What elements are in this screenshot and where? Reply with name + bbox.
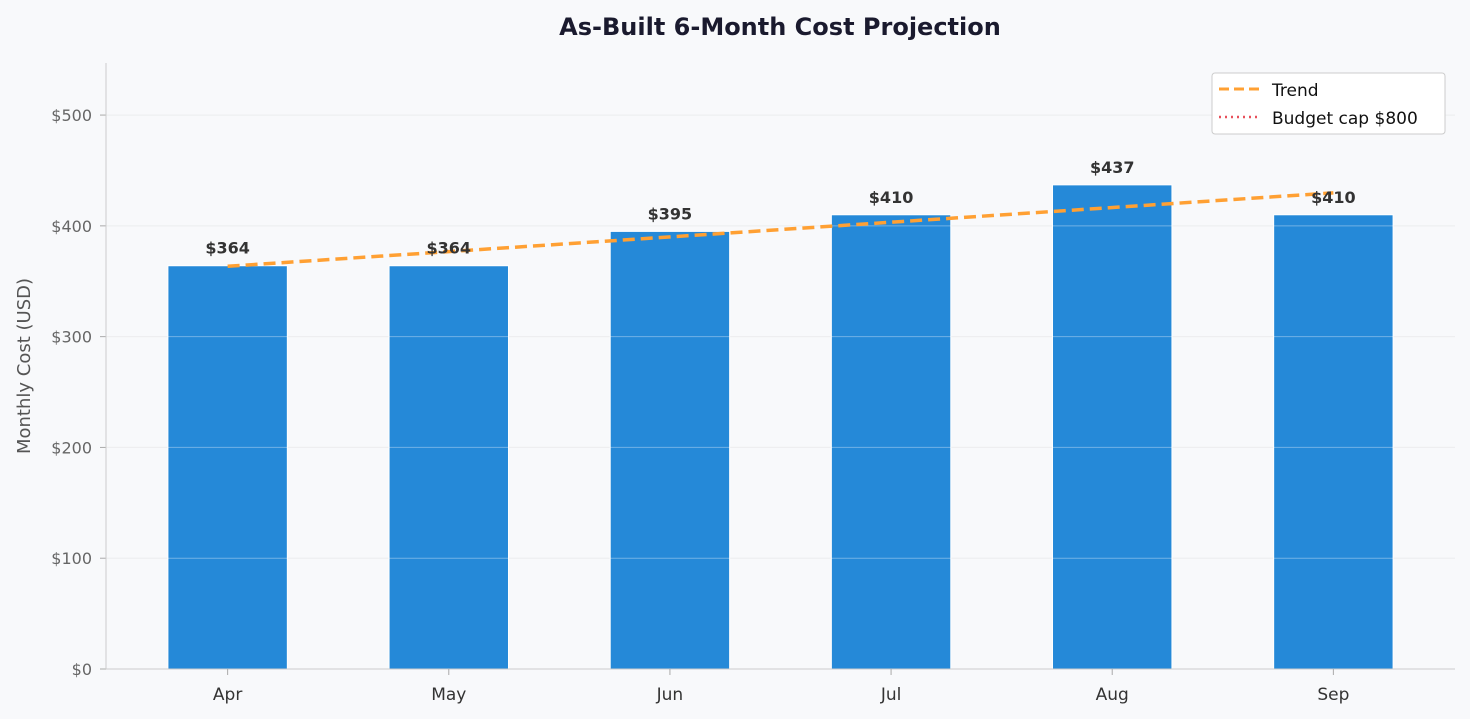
y-tick-label: $0 — [72, 660, 92, 679]
x-tick-label: May — [431, 685, 466, 705]
bar-sep — [1273, 214, 1394, 670]
legend-trend-label: Trend — [1271, 81, 1319, 101]
data-label: $364 — [205, 239, 250, 258]
x-tick-label: Jul — [880, 685, 902, 705]
bar-jun — [609, 230, 731, 670]
chart-title: As-Built 6-Month Cost Projection — [559, 13, 1001, 41]
y-tick-label: $500 — [51, 106, 92, 125]
x-tick-label: Jun — [656, 685, 684, 705]
legend-budget-label: Budget cap $800 — [1272, 109, 1418, 129]
data-label: $437 — [1090, 158, 1135, 177]
data-label: $410 — [869, 188, 914, 207]
data-label: $364 — [427, 239, 472, 258]
legend: Trend Budget cap $800 — [1211, 72, 1446, 135]
y-tick-label: $100 — [51, 549, 92, 568]
bar-aug — [1052, 184, 1173, 670]
bar-jul — [830, 214, 952, 670]
trend-line — [227, 191, 1334, 269]
x-tick-label: Apr — [213, 685, 242, 705]
data-label: $410 — [1311, 188, 1356, 207]
x-tick-label: Sep — [1317, 685, 1349, 705]
data-label: $395 — [648, 204, 693, 223]
bar-apr — [167, 265, 288, 670]
y-tick-label: $200 — [51, 438, 92, 457]
y-tick-label: $400 — [51, 217, 92, 236]
bar-may — [388, 265, 509, 670]
y-axis-label: Monthly Cost (USD) — [14, 278, 35, 454]
y-tick-label: $300 — [51, 328, 92, 347]
x-tick-label: Aug — [1096, 685, 1129, 705]
